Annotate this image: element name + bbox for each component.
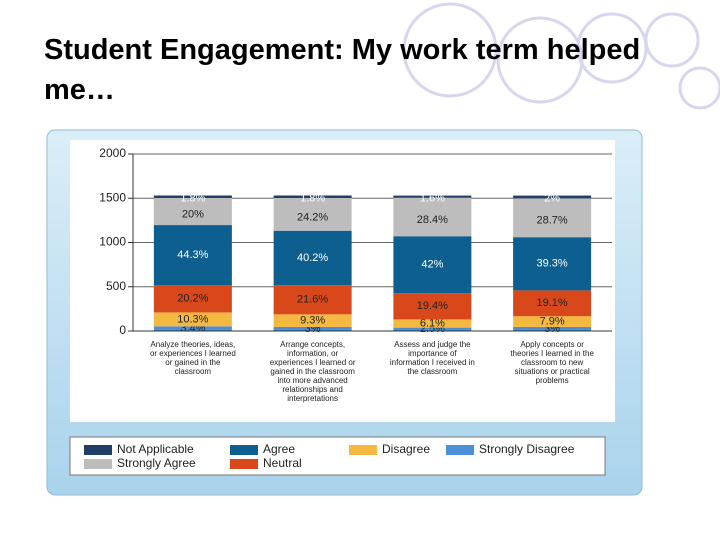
bar-segment (153, 312, 232, 327)
bar-segment (393, 236, 472, 294)
bar-segment (153, 225, 232, 286)
data-label: 44.3% (177, 249, 208, 261)
bar-segment (153, 326, 232, 331)
data-label: 1.6% (420, 193, 445, 205)
data-label: 10.3% (177, 313, 208, 325)
slide-title: Student Engagement: My work term helped … (44, 34, 641, 106)
y-tick-label: 0 (119, 323, 126, 337)
legend-swatch (84, 445, 112, 455)
y-tick-label: 1500 (99, 190, 126, 204)
data-label: 39.3% (537, 258, 568, 270)
legend-label: Strongly Disagree (479, 442, 575, 456)
x-tick-label: Arrange concepts, information, or experi… (269, 340, 356, 403)
legend-swatch (446, 445, 474, 455)
legend-label: Strongly Agree (117, 456, 196, 470)
data-label: 24.2% (297, 211, 328, 223)
x-tick-label: Assess and judge the importance of infor… (389, 340, 475, 376)
bar-segment (153, 195, 232, 198)
bar-segment (393, 319, 472, 328)
legend-label: Neutral (263, 456, 302, 470)
legend-label: Not Applicable (117, 442, 194, 456)
bar-segment (513, 237, 592, 291)
x-tick-label: Apply concepts or theories I learned in … (510, 340, 594, 385)
bar-segment (513, 198, 592, 238)
data-label: 28.7% (537, 215, 568, 227)
bar-segment (153, 285, 232, 313)
data-label: 19.1% (537, 297, 568, 309)
legend-label: Disagree (382, 442, 430, 456)
bar-segment (513, 316, 592, 327)
x-tick-label: Analyze theories, ideas, or experiences … (149, 340, 236, 376)
bar-segment (513, 195, 592, 199)
data-label: 6.1% (420, 317, 445, 329)
legend-box (69, 436, 606, 476)
legend-swatch (230, 459, 258, 469)
bar-segment (153, 197, 232, 226)
data-label: 1.8% (180, 192, 205, 204)
bar-segment (393, 327, 472, 331)
bar-segment (393, 293, 472, 320)
data-label: 42% (421, 259, 443, 271)
bar-segment (273, 314, 352, 327)
data-label: 28.4% (417, 214, 448, 226)
data-label: 20% (182, 208, 204, 220)
bar-segment (393, 195, 472, 198)
bar-segment (393, 197, 472, 237)
data-label: 9.3% (300, 315, 325, 327)
bar-segment (273, 326, 352, 331)
data-label: 21.6% (297, 294, 328, 306)
y-tick-label: 500 (106, 279, 126, 293)
data-label: 19.4% (417, 300, 448, 312)
legend-label: Agree (263, 442, 295, 456)
legend-swatch (84, 459, 112, 469)
decor-circles (402, 2, 720, 110)
y-tick-label: 1000 (99, 235, 126, 249)
bar-segment (513, 290, 592, 317)
legend-swatch (230, 445, 258, 455)
legend-swatch (349, 445, 377, 455)
bar-segment (513, 326, 592, 331)
y-tick-label: 2000 (99, 146, 126, 160)
bar-segment (273, 285, 352, 315)
bar-segment (273, 230, 352, 286)
data-label: 7.9% (540, 315, 565, 327)
data-label: 20.2% (177, 293, 208, 305)
data-label: 40.2% (297, 252, 328, 264)
data-label: 2% (544, 193, 560, 205)
bar-segment (273, 195, 352, 198)
data-label: 1.8% (300, 192, 325, 204)
bar-segment (273, 197, 352, 231)
